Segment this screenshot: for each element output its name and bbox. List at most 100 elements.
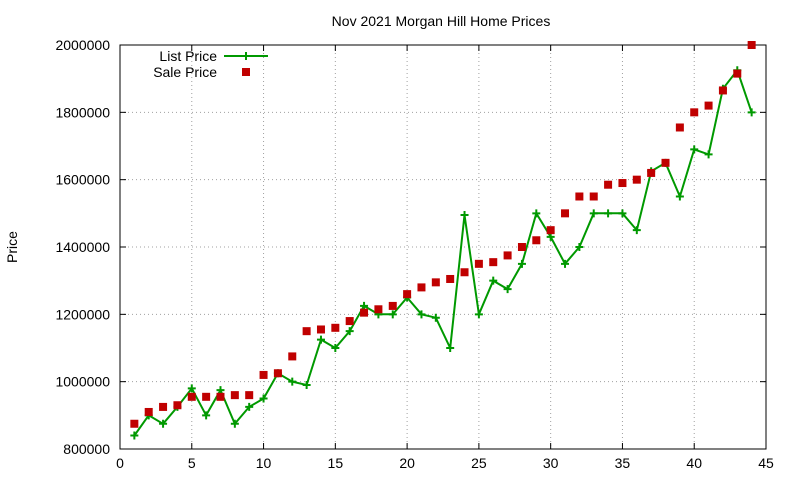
- sale-price-point: [431, 278, 440, 287]
- x-tick-label: 30: [543, 455, 559, 471]
- sale-price-point: [417, 283, 426, 292]
- sale-price-point: [747, 41, 756, 49]
- x-tick-label: 15: [328, 455, 344, 471]
- x-tick-label: 5: [188, 455, 196, 471]
- list-price-point: [202, 411, 211, 420]
- y-tick-label: 1800000: [55, 104, 110, 120]
- x-tick-labels: 0 5 10 15 20 25 30 35 40 45: [116, 455, 774, 471]
- list-price-point: [561, 259, 570, 268]
- legend: List Price Sale Price: [153, 48, 268, 80]
- y-tick-label: 2000000: [55, 37, 110, 53]
- list-price-point: [316, 335, 325, 344]
- x-tick-label: 20: [399, 455, 415, 471]
- sale-price-point: [474, 259, 483, 268]
- sale-price-point: [159, 402, 168, 411]
- list-price-point: [546, 232, 555, 241]
- sale-price-point: [647, 168, 656, 177]
- list-price-point: [446, 344, 455, 352]
- list-price-point: [259, 394, 268, 403]
- list-price-point: [474, 310, 483, 319]
- list-price-point: [489, 276, 498, 285]
- grid-lines: [119, 44, 767, 450]
- sale-price-point: [202, 392, 211, 401]
- list-price-point: [618, 209, 627, 218]
- sale-price-point: [604, 180, 613, 189]
- list-price-point: [431, 313, 440, 322]
- y-tick-label: 1000000: [55, 374, 110, 390]
- sale-price-point: [360, 308, 369, 317]
- list-price-point: [130, 431, 139, 440]
- list-price-point: [632, 226, 641, 235]
- sale-price-point: [288, 352, 297, 361]
- list-price-point: [159, 419, 168, 428]
- list-price-series: [130, 66, 756, 440]
- list-price-point: [230, 419, 239, 428]
- legend-marker-list-price: [242, 52, 250, 60]
- list-price-point: [302, 381, 311, 390]
- sale-price-point: [517, 243, 526, 251]
- list-price-point: [216, 386, 225, 395]
- list-price-point: [675, 192, 684, 201]
- x-tick-label: 10: [256, 455, 272, 471]
- x-tick-label: 40: [686, 455, 702, 471]
- x-tick-label: 0: [116, 455, 124, 471]
- sale-price-point: [561, 209, 570, 218]
- sale-price-point: [546, 226, 555, 235]
- sale-price-point: [661, 158, 670, 167]
- x-tick-label: 45: [758, 455, 774, 471]
- x-tick-label: 25: [471, 455, 487, 471]
- sale-price-point: [575, 192, 584, 201]
- list-price-point: [532, 209, 541, 218]
- list-price-point: [460, 211, 469, 220]
- legend-label-list-price: List Price: [159, 48, 217, 64]
- y-axis-label: Price: [4, 231, 20, 263]
- sale-price-point: [173, 401, 182, 410]
- list-price-point: [360, 301, 369, 310]
- sale-price-point: [733, 69, 742, 78]
- chart-title: Nov 2021 Morgan Hill Home Prices: [332, 13, 551, 29]
- sale-price-point: [460, 268, 469, 277]
- sale-price-point: [245, 391, 254, 400]
- sale-price-point: [216, 392, 225, 401]
- y-tick-label: 800000: [63, 441, 110, 457]
- list-price-point: [417, 310, 426, 319]
- sale-price-point: [374, 305, 383, 314]
- y-tick-label: 1200000: [55, 306, 110, 322]
- plot-frame: [119, 44, 767, 450]
- list-price-point: [604, 209, 613, 218]
- sale-price-point: [632, 175, 641, 184]
- sale-price-point: [503, 251, 512, 260]
- sale-price-point: [302, 327, 311, 336]
- sale-price-point: [532, 236, 541, 245]
- list-price-point: [704, 150, 713, 159]
- sale-price-point: [388, 301, 397, 310]
- sale-price-point: [618, 179, 627, 188]
- sale-price-point: [230, 391, 239, 400]
- list-price-point: [517, 259, 526, 268]
- sale-price-point: [130, 419, 139, 428]
- sale-price-point: [704, 101, 713, 110]
- list-price-point: [187, 384, 196, 393]
- list-price-point: [503, 285, 512, 294]
- sale-price-point: [259, 370, 268, 379]
- sale-price-point: [489, 258, 498, 267]
- y-tick-label: 1400000: [55, 239, 110, 255]
- list-price-point: [388, 310, 397, 319]
- sale-price-point: [675, 123, 684, 132]
- list-price-point: [288, 377, 297, 386]
- sale-price-point: [403, 290, 412, 299]
- sale-price-point: [446, 274, 455, 283]
- sale-price-series: [130, 41, 756, 428]
- list-price-point: [747, 108, 756, 117]
- sale-price-point: [718, 86, 727, 95]
- y-tick-label: 1600000: [55, 172, 110, 188]
- legend-label-sale-price: Sale Price: [153, 64, 217, 80]
- sale-price-point: [331, 323, 340, 332]
- list-price-line: [133, 68, 753, 437]
- sale-price-point: [144, 407, 153, 416]
- legend-marker-sale-price: [242, 68, 250, 76]
- sale-price-point: [316, 325, 325, 334]
- list-price-point: [245, 402, 254, 411]
- sale-price-point: [273, 369, 282, 378]
